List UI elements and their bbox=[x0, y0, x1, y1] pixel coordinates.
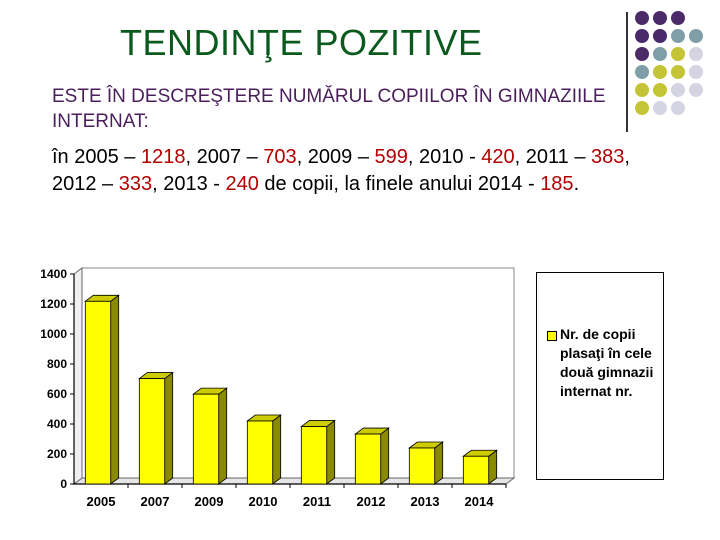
decor-dot bbox=[635, 101, 649, 115]
bar-side bbox=[218, 387, 228, 485]
y-tick-label: 800 bbox=[47, 357, 67, 371]
value-2007: 703 bbox=[263, 146, 297, 168]
decor-dot bbox=[671, 11, 685, 25]
text-segment: de copii, la finele anului 2014 - bbox=[258, 173, 541, 195]
decor-dot bbox=[635, 29, 649, 43]
bar-front bbox=[462, 455, 490, 485]
x-tick-label: 2014 bbox=[465, 494, 495, 509]
decor-dot bbox=[635, 65, 649, 79]
decor-dot bbox=[653, 29, 667, 43]
x-tick-label: 2012 bbox=[357, 494, 386, 509]
bar bbox=[84, 294, 120, 485]
decor-dot bbox=[689, 65, 703, 79]
decor-dot-grid bbox=[635, 11, 703, 115]
text-segment: , 2007 – bbox=[185, 146, 264, 168]
y-tick-label: 200 bbox=[47, 447, 67, 461]
value-2011: 383 bbox=[591, 146, 625, 168]
text-segment: , 2013 - bbox=[152, 173, 226, 195]
decor-dot bbox=[635, 83, 649, 97]
legend-label: Nr. de copii plasaţi în cele două gimnaz… bbox=[560, 326, 654, 399]
text-segment: , 2011 – bbox=[514, 146, 592, 168]
text-segment: . bbox=[573, 173, 580, 195]
value-2005: 1218 bbox=[140, 146, 186, 168]
value-2013: 240 bbox=[225, 173, 259, 195]
bar bbox=[462, 449, 498, 485]
x-tick-label: 2007 bbox=[141, 494, 170, 509]
bar-side bbox=[380, 427, 390, 485]
y-tick-label: 0 bbox=[60, 477, 67, 491]
decor-dot bbox=[671, 29, 685, 43]
chart-side-wall bbox=[73, 267, 83, 485]
bar bbox=[300, 419, 336, 485]
decor-dot bbox=[689, 47, 703, 61]
x-tick-label: 2011 bbox=[303, 494, 331, 509]
bar-chart: 0 200 400 600 800 1000 1200 1400 2005 2007 2009 201… bbox=[40, 267, 516, 509]
decor-dot bbox=[653, 83, 667, 97]
bar bbox=[138, 371, 174, 485]
legend-swatch bbox=[547, 331, 557, 341]
slide-title: TENDINŢE POZITIVE bbox=[120, 22, 483, 63]
y-tick-label: 1400 bbox=[40, 267, 67, 281]
bar-side bbox=[326, 419, 336, 485]
decor-dot bbox=[635, 11, 649, 25]
bar bbox=[408, 441, 444, 485]
text-segment: , 2012 – bbox=[52, 146, 630, 195]
decor-dot bbox=[671, 101, 685, 115]
y-tick-label: 600 bbox=[47, 387, 67, 401]
value-2012: 333 bbox=[118, 173, 153, 195]
bar-front bbox=[84, 300, 112, 485]
bar-front bbox=[300, 426, 328, 485]
decor-dot bbox=[689, 29, 703, 43]
y-tick-label: 1000 bbox=[40, 327, 67, 341]
bar-side bbox=[164, 371, 174, 485]
bar-side bbox=[434, 441, 444, 485]
x-tick-label: 2005 bbox=[87, 494, 116, 509]
bar-front bbox=[354, 433, 382, 485]
y-tick-label: 400 bbox=[47, 417, 67, 431]
text-segment: în 2005 – bbox=[52, 146, 141, 168]
value-2010: 420 bbox=[481, 146, 515, 168]
y-tick-label: 1200 bbox=[40, 297, 67, 311]
decor-dot bbox=[653, 101, 667, 115]
x-tick-label: 2009 bbox=[195, 494, 224, 509]
bar-side bbox=[272, 414, 282, 485]
bar-side bbox=[110, 294, 120, 485]
bar-front bbox=[138, 378, 166, 485]
bar bbox=[354, 427, 390, 485]
x-tick-label: 2010 bbox=[249, 494, 278, 509]
decor-dot bbox=[653, 65, 667, 79]
decor-dot bbox=[635, 47, 649, 61]
x-tick-label: 2013 bbox=[411, 494, 440, 509]
bar bbox=[192, 387, 228, 485]
bar-front bbox=[192, 393, 220, 485]
value-2014: 185 bbox=[540, 173, 574, 195]
decor-dot bbox=[671, 65, 685, 79]
bar bbox=[246, 414, 282, 485]
decor-dot bbox=[653, 47, 667, 61]
body-paragraph: în 2005 – 1218, 2007 – 703, 2009 – 599, … bbox=[52, 144, 632, 198]
decor-dot bbox=[653, 11, 667, 25]
bar-front bbox=[408, 447, 436, 485]
decor-dot bbox=[689, 83, 703, 97]
chart-legend: Nr. de copii plasaţi în cele două gimnaz… bbox=[536, 272, 664, 480]
decor-dot bbox=[671, 83, 685, 97]
text-segment: , 2010 - bbox=[407, 146, 482, 168]
bar-front bbox=[246, 420, 274, 485]
text-segment: , 2009 – bbox=[296, 146, 375, 168]
slide-subtitle: ESTE ÎN DESCREŞTERE NUMĂRUL COPIILOR ÎN … bbox=[52, 86, 606, 132]
value-2009: 599 bbox=[374, 146, 408, 168]
decor-dot bbox=[671, 47, 685, 61]
decor-divider bbox=[626, 12, 628, 132]
